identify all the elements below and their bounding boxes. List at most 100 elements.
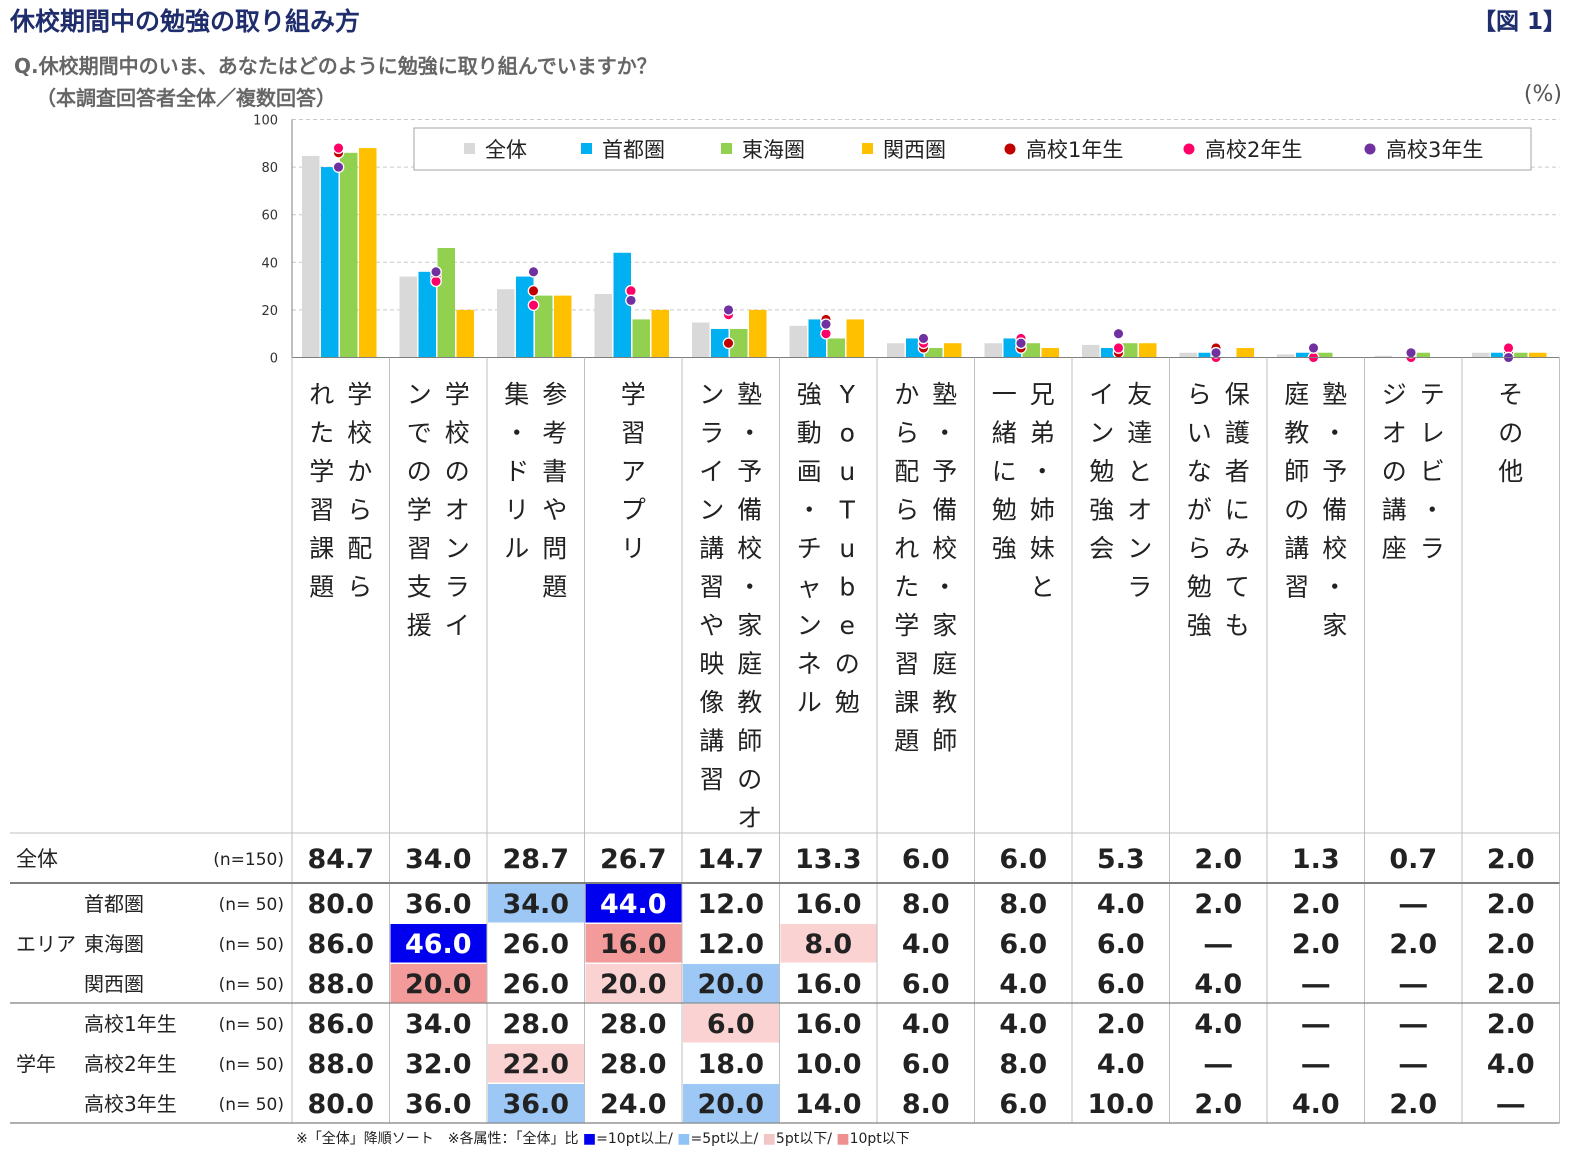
table-cell: 8.0 bbox=[999, 1049, 1047, 1080]
legend-dot bbox=[1004, 143, 1016, 155]
category-label-char: と bbox=[1127, 457, 1152, 486]
dot-marker bbox=[332, 161, 345, 173]
category-label-char: 校 bbox=[932, 534, 957, 563]
dot-marker bbox=[527, 299, 540, 311]
bar bbox=[1315, 352, 1333, 358]
category-label-char: 校 bbox=[445, 419, 470, 448]
category-label-char: 像 bbox=[699, 688, 724, 717]
category-label-char: 強 bbox=[1187, 611, 1212, 640]
bar bbox=[1374, 355, 1392, 358]
legend-dot bbox=[1364, 143, 1376, 155]
dot-marker bbox=[625, 294, 637, 307]
category-label-char: 師 bbox=[932, 727, 957, 756]
table-cell: 18.0 bbox=[697, 1049, 764, 1080]
category-label-char: 支 bbox=[407, 573, 432, 602]
bar bbox=[1101, 347, 1119, 358]
cell-highlight bbox=[683, 1084, 779, 1123]
legend-box bbox=[413, 127, 1532, 171]
category-label-char: の bbox=[737, 765, 762, 794]
table-cell: 26.0 bbox=[502, 969, 569, 1000]
dot-marker bbox=[917, 332, 930, 345]
table-cell: 26.0 bbox=[502, 929, 569, 960]
table-cell: 2.0 bbox=[1097, 1009, 1145, 1040]
category-label-char: 会 bbox=[1089, 534, 1114, 563]
category-label-char: 達 bbox=[1127, 419, 1152, 448]
table-cell: ― bbox=[1497, 1089, 1524, 1120]
bar bbox=[359, 148, 377, 358]
category-label-char: の bbox=[407, 457, 432, 486]
category-label-char: 庭 bbox=[932, 650, 957, 679]
category-label-char: 学 bbox=[309, 457, 334, 486]
category-label-char: も bbox=[1225, 611, 1250, 640]
bar bbox=[692, 322, 710, 358]
bar bbox=[1022, 343, 1040, 358]
table-cell: 6.0 bbox=[1097, 929, 1145, 960]
dot-marker bbox=[1405, 346, 1417, 359]
category-label-char: 備 bbox=[932, 496, 957, 525]
table-cell: 2.0 bbox=[1487, 844, 1535, 875]
table-cell: 20.0 bbox=[600, 969, 667, 1000]
category-label-char: と bbox=[1030, 573, 1055, 602]
table-cell: ― bbox=[1302, 969, 1329, 1000]
category-label-char: 者 bbox=[1225, 457, 1250, 486]
category-label-char: 学 bbox=[407, 496, 432, 525]
category-label-char: 動 bbox=[797, 419, 822, 448]
legend-swatch bbox=[464, 143, 475, 154]
table-cell: 6.0 bbox=[902, 969, 950, 1000]
category-label-char: 備 bbox=[1322, 496, 1347, 525]
table-cell: 46.0 bbox=[405, 929, 472, 960]
category-label-char: イ bbox=[445, 611, 470, 640]
row-label: 高校3年生 bbox=[84, 1092, 177, 1116]
category-label-char: ラ bbox=[1420, 534, 1445, 563]
bar bbox=[456, 309, 474, 358]
category-label-char: レ bbox=[1420, 419, 1445, 448]
table-cell: 4.0 bbox=[1097, 889, 1145, 920]
row-n-label: (n= 50) bbox=[219, 1055, 284, 1075]
category-label-char: が bbox=[1187, 496, 1212, 525]
bar bbox=[827, 338, 845, 358]
category-label-char: 家 bbox=[932, 611, 957, 640]
table-cell: 4.0 bbox=[1194, 1009, 1242, 1040]
cell-highlight bbox=[390, 964, 487, 1003]
category-label-char: u bbox=[839, 457, 855, 486]
table-cell: 14.0 bbox=[795, 1089, 862, 1120]
legend-swatch-minus10: ■ bbox=[836, 1131, 850, 1147]
row-label: 高校1年生 bbox=[84, 1012, 177, 1036]
table-cell: 4.0 bbox=[1487, 1049, 1535, 1080]
table-cell: 20.0 bbox=[697, 1089, 764, 1120]
category-label-char: ン bbox=[445, 534, 470, 563]
table-cell: 12.0 bbox=[697, 929, 764, 960]
category-label-char: 講 bbox=[1382, 496, 1407, 525]
y-tick-label: 40 bbox=[261, 256, 278, 271]
table-cell: 5.3 bbox=[1097, 844, 1145, 875]
category-label-char: 庭 bbox=[1284, 380, 1309, 409]
legend-swatch-minus5: ■ bbox=[762, 1131, 776, 1147]
bar bbox=[302, 155, 320, 358]
table-cell: 34.0 bbox=[405, 844, 472, 875]
table-cell: 2.0 bbox=[1389, 929, 1437, 960]
category-label-char: 強 bbox=[1089, 496, 1114, 525]
table-cell: 26.7 bbox=[600, 844, 667, 875]
table-cell: 2.0 bbox=[1194, 1089, 1242, 1120]
category-label-char: れ bbox=[894, 534, 919, 563]
bar bbox=[418, 271, 436, 358]
table-cell: ― bbox=[1205, 929, 1232, 960]
category-label-char: 家 bbox=[1322, 611, 1347, 640]
category-label-char: イ bbox=[1089, 380, 1114, 409]
bar bbox=[1472, 352, 1490, 358]
bar bbox=[1510, 352, 1528, 358]
category-label-char: れ bbox=[309, 380, 334, 409]
legend-label: 東海圏 bbox=[742, 138, 805, 162]
bar bbox=[984, 343, 1002, 358]
row-n-label: (n= 50) bbox=[219, 935, 284, 955]
row-label: 首都圏 bbox=[84, 892, 144, 916]
category-label-char: ・ bbox=[1322, 573, 1347, 602]
category-label-char: に bbox=[992, 457, 1017, 486]
category-label-char: 校 bbox=[737, 534, 762, 563]
category-label-char: 画 bbox=[797, 457, 822, 486]
legend-label: 関西圏 bbox=[883, 138, 946, 162]
category-label-char: プ bbox=[621, 496, 646, 525]
category-label-char: ら bbox=[1187, 380, 1212, 409]
dot-marker bbox=[820, 327, 832, 340]
